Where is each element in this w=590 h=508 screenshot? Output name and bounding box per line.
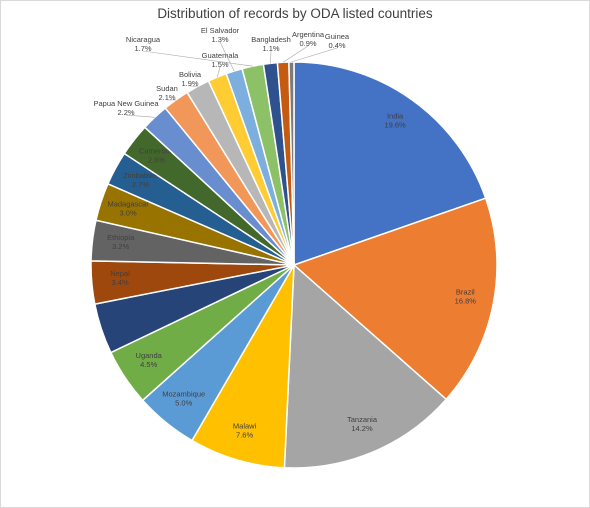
slice-label-el-salvador: El Salvador [201,26,240,35]
slice-value-mozambique: 5.0% [175,398,192,407]
slice-value-guinea: 0.4% [328,41,345,50]
slice-label-bolivia: Bolivia [179,70,202,79]
slice-label-argentina: Argentina [292,30,325,39]
slice-label-ethiopia: Ethiopia [107,233,135,242]
slice-value-bolivia: 1.9% [181,79,198,88]
slice-value-el-salvador: 1.3% [211,35,228,44]
slice-label-tanzania: Tanzania [347,415,378,424]
slice-value-argentina: 0.9% [299,39,316,48]
chart-title: Distribution of records by ODA listed co… [157,6,433,21]
slice-value-uganda: 4.5% [140,360,157,369]
slice-value-papua-new-guinea: 2.2% [117,108,134,117]
slice-value-ethiopia: 3.2% [112,242,129,251]
slice-value-guatemala: 1.5% [211,60,228,69]
slice-label-papua-new-guinea: Papua New Guinea [93,99,159,108]
leader-line-bangladesh [270,50,272,64]
slice-value-nepal: 3.4% [112,278,129,287]
leader-line-nicaragua [142,50,253,67]
slice-label-brazil: Brazil [456,288,475,297]
slice-value-cameroon: 2.6% [148,156,165,165]
slice-value-tanzania: 14.2% [351,424,373,433]
slice-label-madagascar: Madagascar [107,200,149,209]
slice-label-nicaragua: Nicaragua [126,35,161,44]
slice-label-guinea: Guinea [325,32,350,41]
slice-value-india: 19.6% [384,121,406,130]
slice-label-zimbabwe: Zimbabwe [123,171,158,180]
slice-value-sudan: 2.1% [158,93,175,102]
slice-label-guatemala: Guatemala [202,51,240,60]
slice-value-brazil: 16.8% [455,297,477,306]
slice-label-malawi: Malawi [233,422,257,431]
pie-slice-brazil [292,197,498,401]
slice-value-nicaragua: 1.7% [134,44,151,53]
slice-label-uganda: Uganda [136,351,163,360]
slice-value-malawi: 7.6% [236,431,253,440]
pie-slice-tanzania [283,263,448,469]
slice-label-india: India [387,112,404,121]
slice-label-bangladesh: Bangladesh [251,35,291,44]
slice-value-madagascar: 3.0% [120,209,137,218]
slice-label-sudan: Sudan [156,84,178,93]
slice-value-zimbabwe: 2.7% [132,180,149,189]
slice-label-nepal: Nepal [110,269,130,278]
leader-line-guatemala [217,66,221,78]
leader-line-papua-new-guinea [125,114,155,118]
leader-line-el-salvador [219,41,235,72]
slice-label-cameroon: Cameroon [139,147,174,156]
leader-line-guinea [291,47,338,63]
leader-line-argentina [282,45,309,63]
slice-value-bangladesh: 1.1% [262,44,279,53]
slice-label-mozambique: Mozambique [162,389,205,398]
pie-slice-malawi [191,264,295,469]
